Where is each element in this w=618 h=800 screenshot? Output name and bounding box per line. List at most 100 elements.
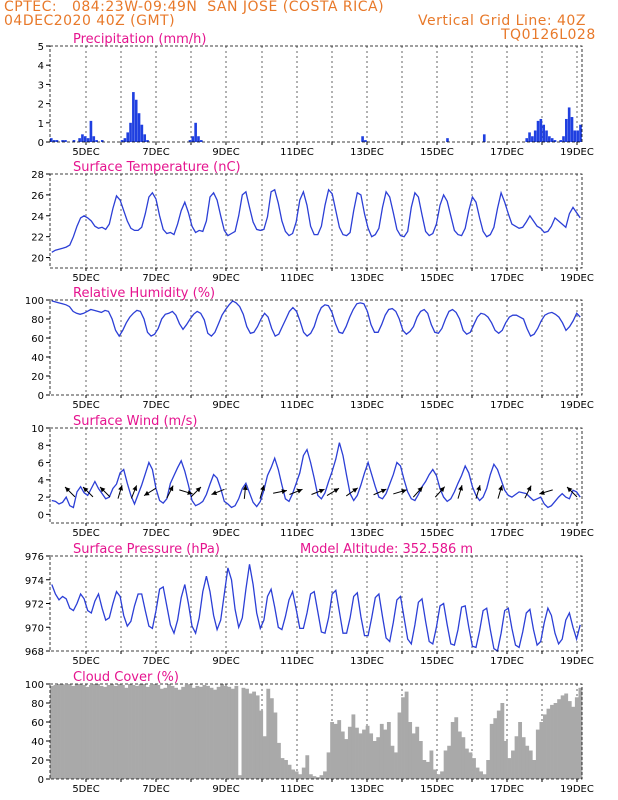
cloud-bar: [92, 684, 97, 779]
cloud-bar: [542, 714, 547, 779]
cloud-bar: [71, 685, 76, 779]
cloud-bar: [521, 737, 526, 779]
cloud-bar: [454, 717, 459, 779]
precip-bar: [565, 118, 568, 142]
wind-panel: 0 2 4 6 8 10 5DEC 7DEC 9DEC 11DEC 13DEC 15DEC 17DEC 1…: [31, 414, 594, 539]
cloud-bar: [138, 684, 143, 779]
cloud-bar: [188, 684, 193, 779]
x-tick-label: 13DEC: [350, 147, 384, 158]
precip-bar: [576, 130, 579, 142]
cloud-bar: [135, 685, 139, 779]
precip-bar: [525, 138, 529, 142]
precip-bar: [545, 130, 548, 142]
wind-arrow-head: [187, 490, 193, 495]
cloud-bar: [266, 688, 271, 779]
y-tick-label: 0: [38, 510, 44, 521]
cloud-bar: [546, 708, 551, 779]
cloud-bar: [67, 684, 72, 779]
temp-series-line: [51, 188, 581, 253]
cloud-bar: [262, 736, 267, 779]
y-tick-label: 80: [31, 315, 44, 326]
cloud-bar: [64, 684, 69, 779]
x-tick-label: 17DEC: [490, 528, 524, 539]
cloud-bar: [468, 752, 473, 779]
cloud-bar: [362, 729, 366, 779]
cloud-bar: [57, 684, 61, 779]
rh-title: Relative Humidity (%): [73, 286, 215, 301]
precip-bar: [573, 130, 577, 142]
cloud-bar: [234, 685, 239, 779]
precip-bar: [539, 118, 543, 142]
x-tick-label: 11DEC: [280, 656, 314, 667]
precip-bar: [72, 140, 76, 142]
cloud-bar: [557, 699, 562, 779]
cloud-bar: [340, 731, 345, 779]
x-tick-label: 7DEC: [142, 147, 169, 158]
cloud-bar: [206, 685, 210, 779]
y-tick-label: 24: [31, 212, 44, 223]
x-tick-label: 11DEC: [280, 273, 314, 284]
x-tick-label: 7DEC: [142, 528, 169, 539]
cloud-bar: [401, 697, 405, 779]
y-tick-label: 0: [38, 138, 44, 149]
precip-bar: [570, 117, 574, 142]
rh-series-line: [51, 300, 581, 338]
precip-bar: [126, 132, 130, 142]
header-grid-note: Vertical Grid Line: 40Z: [418, 13, 586, 29]
wind-arrow: [566, 486, 578, 498]
y-tick-label: 0: [38, 391, 44, 402]
y-tick-label: 5: [38, 42, 44, 53]
wind-series-line: [51, 442, 581, 509]
x-tick-label: 7DEC: [142, 784, 169, 795]
wind-arrow-head: [100, 486, 106, 493]
wind-arrow-head: [242, 484, 248, 491]
cloud-bar: [167, 684, 171, 779]
cloud-bar: [535, 729, 540, 779]
precip-panel: 0 1 2 3 4 5 5DEC 7DEC 9DEC 11DEC 13DEC 15DEC 17DEC 19…: [38, 32, 594, 158]
y-tick-label: 968: [25, 647, 44, 658]
precip-bar: [134, 99, 138, 142]
x-tick-label: 9DEC: [212, 400, 239, 411]
cloud-bar: [390, 745, 395, 779]
cloud-bar: [475, 767, 480, 779]
precip-bar: [95, 140, 98, 142]
wind-arrow: [130, 485, 138, 499]
precip-frame: [49, 45, 583, 143]
cloud-bar: [284, 760, 288, 779]
y-tick-label: 2: [38, 100, 44, 111]
cloud-bar: [202, 684, 207, 779]
cloud-bar: [216, 686, 221, 779]
x-tick-label: 15DEC: [420, 400, 454, 411]
y-tick-label: 20: [31, 756, 44, 767]
cloud-bar: [365, 725, 370, 779]
cloud-frame: [49, 683, 583, 780]
wind-arrow: [82, 486, 94, 498]
cloud-bar: [574, 697, 579, 779]
precip-bar: [446, 138, 449, 142]
cloud-bar: [149, 684, 154, 779]
y-tick-label: 1: [38, 119, 44, 130]
cloud-bar: [564, 693, 569, 779]
x-tick-label: 11DEC: [280, 400, 314, 411]
y-tick-label: 100: [25, 680, 44, 691]
cloud-bar: [507, 758, 512, 779]
cloud-bar: [464, 748, 469, 779]
cloud-bar: [425, 761, 430, 779]
x-tick-label: 9DEC: [212, 273, 239, 284]
cloud-bar: [177, 689, 182, 779]
precip-bar: [567, 107, 571, 142]
wind-arrow: [311, 488, 325, 495]
model-altitude-label: Model Altitude: 352.586 m: [300, 542, 473, 557]
x-tick-label: 11DEC: [280, 147, 314, 158]
wind-arrow: [393, 488, 407, 495]
wind-arrow-head: [318, 488, 325, 494]
cloud-bar: [472, 758, 476, 779]
wind-arrow: [143, 487, 157, 497]
precip-bar: [52, 140, 56, 142]
wind-arrow-head: [195, 486, 201, 493]
precip-bar: [188, 140, 192, 142]
wind-arrow: [475, 485, 481, 499]
cloud-bar: [294, 771, 299, 779]
cloud-bar: [213, 689, 217, 779]
